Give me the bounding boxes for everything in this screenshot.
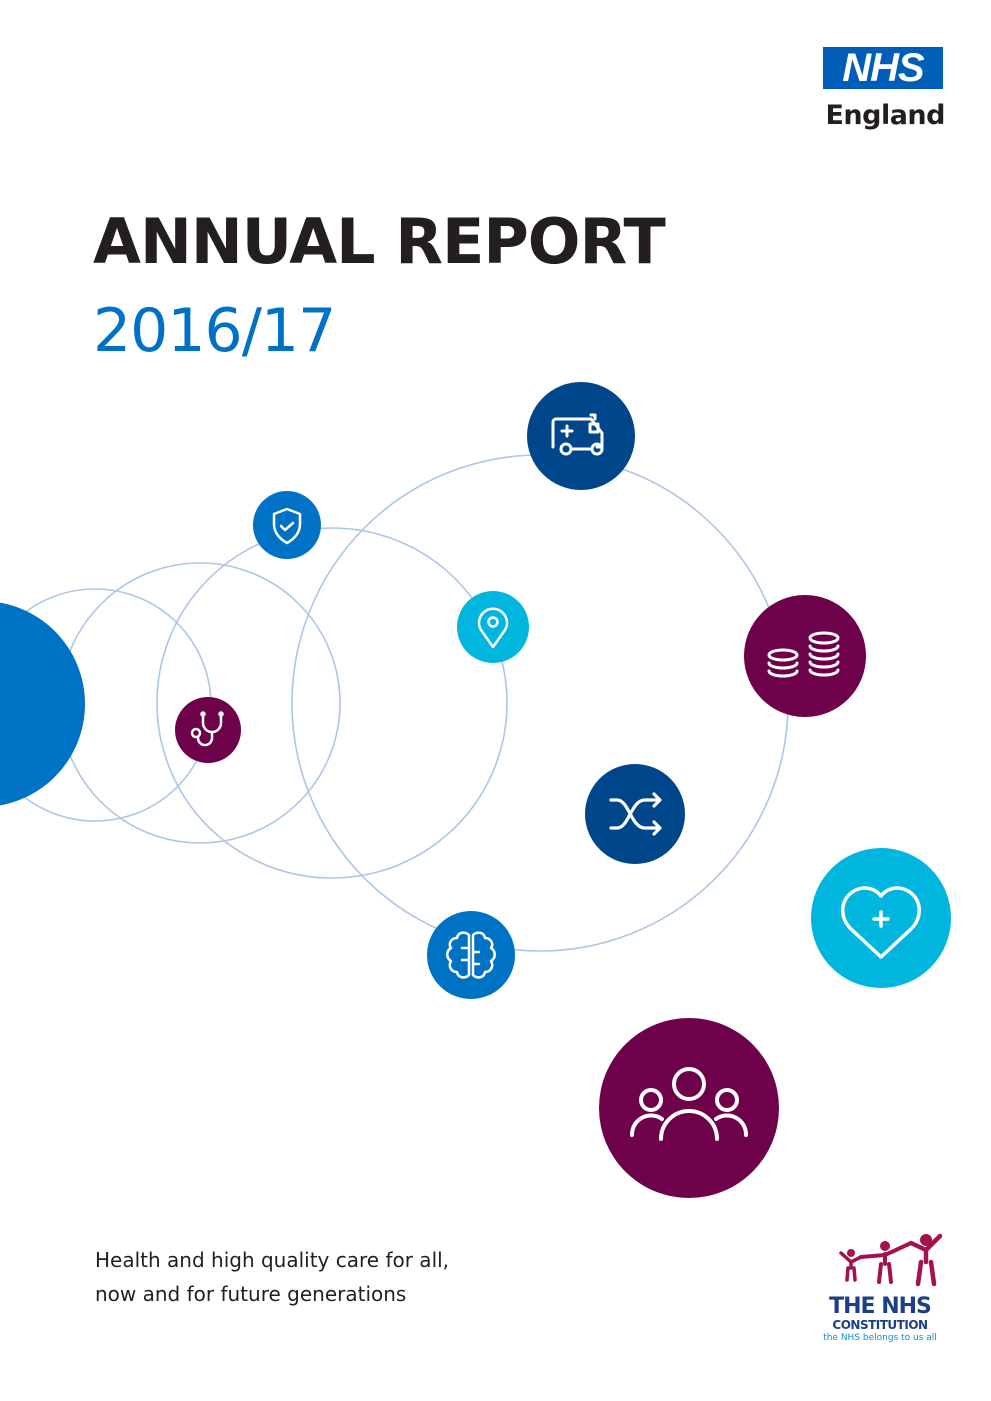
tagline: Health and high quality care for all, no…: [95, 1243, 449, 1311]
organisation-name: England: [825, 100, 945, 131]
tagline-line-2: now and for future generations: [95, 1282, 407, 1306]
heart-plus-icon: [811, 848, 951, 988]
tagline-line-1: Health and high quality care for all,: [95, 1248, 450, 1272]
coins-icon: [744, 595, 866, 717]
orbit-lines: [0, 454, 789, 952]
people-group-icon: [599, 1018, 779, 1198]
nhs-logo: NHS: [823, 47, 943, 89]
constitution-title: THE NHS: [829, 1294, 932, 1319]
report-year: 2016/17: [93, 296, 336, 366]
brain-icon: [427, 911, 515, 999]
stethoscope-icon: [175, 697, 241, 763]
nhs-constitution-logo: THE NHS CONSTITUTION the NHS belongs to …: [805, 1232, 955, 1344]
cover-illustration: [0, 382, 951, 1198]
shield-check-icon: [253, 491, 321, 559]
location-pin-icon: [457, 591, 529, 663]
shuffle-arrows-icon: [585, 764, 685, 864]
ambulance-icon: [527, 382, 635, 490]
report-title: ANNUAL REPORT: [93, 205, 666, 278]
blue-disc: [0, 602, 85, 806]
constitution-tagline: the NHS belongs to us all: [823, 1333, 937, 1343]
family-figures-icon: [839, 1233, 943, 1287]
constitution-subtitle: CONSTITUTION: [832, 1318, 928, 1332]
